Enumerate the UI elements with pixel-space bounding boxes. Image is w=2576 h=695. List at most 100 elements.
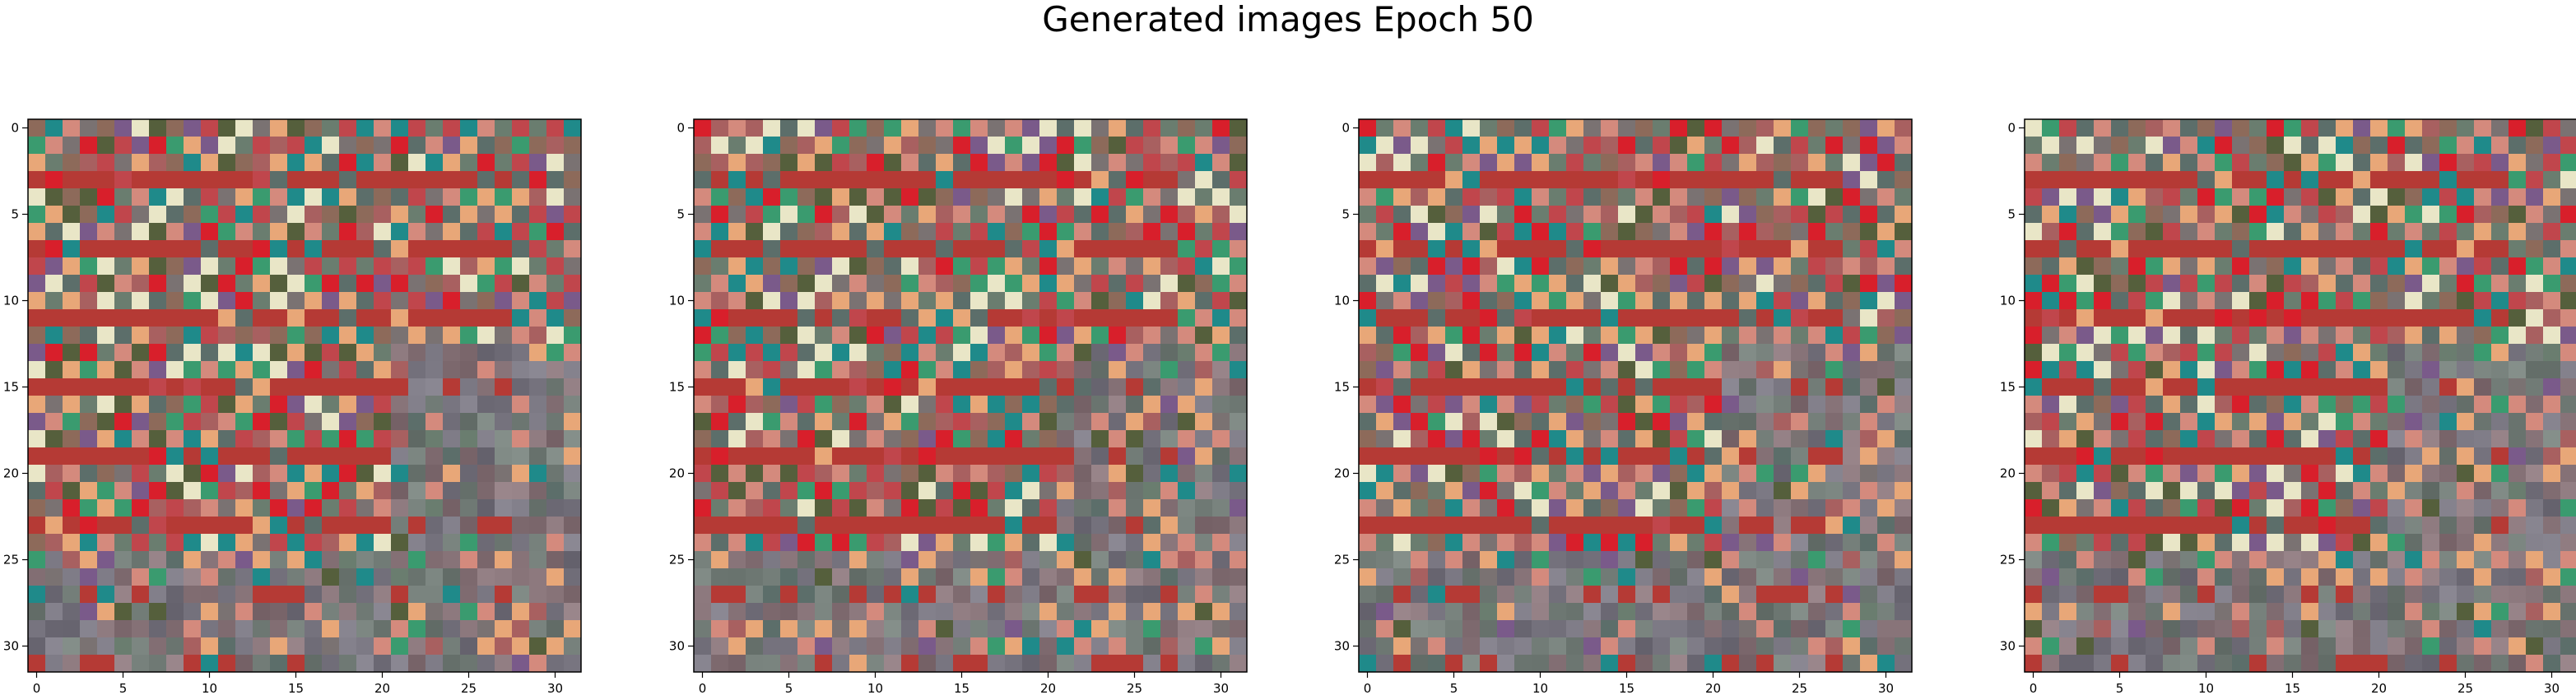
pixel-cell [2318,568,2337,586]
pixel-cell [2405,327,2423,345]
pixel-cell [1022,206,1040,224]
pixel-cell [1022,586,1040,604]
pixel-cell [132,465,150,483]
pixel-cell [391,206,409,224]
pixel-cell [1722,586,1740,604]
pixel-cell [832,447,850,466]
pixel-cell [166,292,184,310]
pixel-cell [1825,499,1844,517]
pixel-cell [2474,499,2492,517]
pixel-cell [2267,275,2285,293]
pixel-cell [2267,465,2285,483]
pixel-cell [2509,396,2527,414]
pixel-cell [2146,586,2164,604]
pixel-cell [2025,344,2043,362]
pixel-cell [1566,586,1584,604]
pixel-cell [2232,534,2250,552]
pixel-cell [2284,206,2302,224]
pixel-cell [2509,534,2527,552]
pixel-cell [970,396,988,414]
pixel-cell [425,137,444,155]
pixel-cell [901,534,919,552]
pixel-cell [460,223,478,241]
pixel-cell [374,206,392,224]
pixel-cell [80,655,98,673]
pixel-cell [1411,171,1429,189]
y-tick-label: 5 [2007,207,2016,222]
pixel-cell [97,396,115,414]
pixel-cell [1895,430,1913,448]
pixel-cell [1895,171,1913,189]
pixel-cell [1022,327,1040,345]
pixel-cell [1635,430,1653,448]
pixel-cell [564,223,582,241]
pixel-cell [1722,396,1740,414]
pixel-cell [1074,292,1092,310]
pixel-cell [546,465,565,483]
pixel-cell [1756,465,1774,483]
pixel-cell [564,344,582,362]
pixel-cell [2111,568,2129,586]
pixel-cell [512,517,530,535]
pixel-cell [1670,568,1688,586]
pixel-cell [1774,465,1792,483]
pixel-cell [1445,396,1463,414]
pixel-cell [1532,240,1550,258]
pixel-cell [988,240,1006,258]
pixel-cell [832,223,850,241]
pixel-cell [780,257,798,276]
pixel-cell [425,655,444,673]
pixel-cell [1774,551,1792,569]
pixel-cell [287,361,305,379]
pixel-cell [512,447,530,466]
pixel-cell [1022,240,1040,258]
pixel-cell [1445,534,1463,552]
pixel-cell [2128,637,2146,656]
pixel-cell [1022,309,1040,327]
pixel-cell [2094,430,2112,448]
pixel-cell [1126,430,1144,448]
pixel-cell [408,206,426,224]
pixel-cell [2405,465,2423,483]
pixel-cell [2526,413,2544,431]
pixel-cell [867,620,885,638]
pixel-cell [694,119,712,137]
pixel-cell [1549,620,1567,638]
pixel-cell [694,292,712,310]
pixel-cell [1091,344,1109,362]
pixel-cell [849,327,867,345]
pixel-cell [1653,171,1671,189]
pixel-cell [1005,378,1023,396]
pixel-cell [1039,551,1058,569]
pixel-cell [2163,119,2181,137]
pixel-cell [953,620,971,638]
pixel-cell [1514,534,1532,552]
pixel-cell [1143,430,1161,448]
pixel-cell [149,137,167,155]
pixel-cell [1653,309,1671,327]
pixel-cell [1895,223,1913,241]
pixel-cell [2318,257,2337,276]
pixel-cell [2128,551,2146,569]
pixel-cell [2197,413,2216,431]
pixel-cell [746,257,764,276]
pixel-cell [512,534,530,552]
pixel-cell [287,344,305,362]
pixel-cell [1653,327,1671,345]
pixel-cell [953,396,971,414]
pixel-cell [884,119,902,137]
pixel-cell [901,447,919,466]
pixel-cell [1497,257,1515,276]
pixel-cell [2439,430,2457,448]
pixel-cell [832,551,850,569]
pixel-cell [2543,119,2561,137]
pixel-cell [218,240,236,258]
pixel-cell [201,309,219,327]
pixel-cell [2267,119,2285,137]
pixel-cell [1212,154,1230,172]
pixel-cell [512,240,530,258]
pixel-cell [201,188,219,206]
pixel-cell [2526,309,2544,327]
pixel-cell [918,257,937,276]
